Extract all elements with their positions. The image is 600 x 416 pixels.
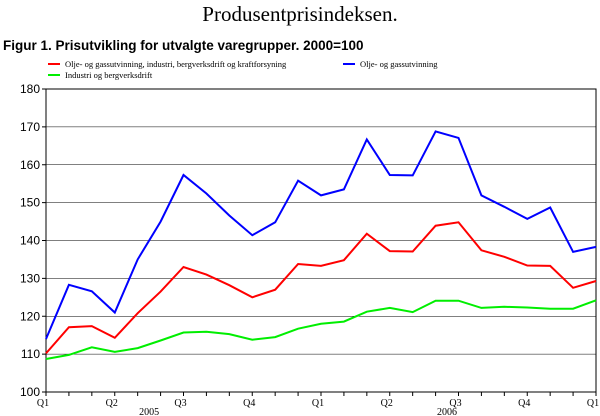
x-tick-label: Q2: [381, 398, 393, 409]
page-heading: Produsentprisindeksen.: [202, 2, 398, 26]
series-line-2: [45, 130, 597, 340]
y-tick-label: 130: [20, 271, 40, 285]
y-tick-label: 180: [20, 82, 40, 96]
x-tick-label: Q2: [106, 398, 118, 409]
x-tick-label: Q4: [243, 398, 255, 409]
y-tick-label: 120: [20, 309, 40, 323]
legend-label-2: Olje- og gassutvinning: [360, 59, 438, 69]
y-tick-label: 170: [20, 120, 40, 134]
legend-label-1: Olje- og gassutvinning, industri, bergve…: [65, 59, 287, 69]
y-tick-label: 160: [20, 158, 40, 172]
x-tick-label: Q1: [312, 398, 324, 409]
figure-title: Figur 1. Prisutvikling for utvalgte vare…: [3, 38, 364, 53]
y-tick-label: 140: [20, 234, 40, 248]
y-tick-label: 100: [20, 385, 40, 399]
x-tick-label: Q4: [518, 398, 530, 409]
series-lines: [45, 130, 597, 360]
grid-lines: [46, 126, 596, 355]
y-axis: 100 110 120 130 140 150 160 170 180: [20, 82, 46, 399]
x-tick-label: Q1: [37, 398, 49, 409]
x-tick-label: Q1: [587, 398, 599, 409]
y-tick-label: 150: [20, 196, 40, 210]
x-year-label: 2006: [437, 407, 457, 416]
x-axis: Q1 Q2 Q3 Q4 Q1 Q2 Q3 Q4 Q1 2005 2006: [37, 392, 599, 416]
series-line-3: [45, 299, 597, 360]
legend-label-3: Industri og bergverksdrift: [65, 70, 153, 80]
x-year-label: 2005: [139, 407, 159, 416]
y-tick-label: 110: [21, 347, 40, 361]
x-tick-label: Q3: [174, 398, 186, 409]
x-tick-label: Q3: [449, 398, 461, 409]
legend: Olje- og gassutvinning, industri, bergve…: [48, 59, 438, 80]
series-line-1: [45, 221, 597, 355]
